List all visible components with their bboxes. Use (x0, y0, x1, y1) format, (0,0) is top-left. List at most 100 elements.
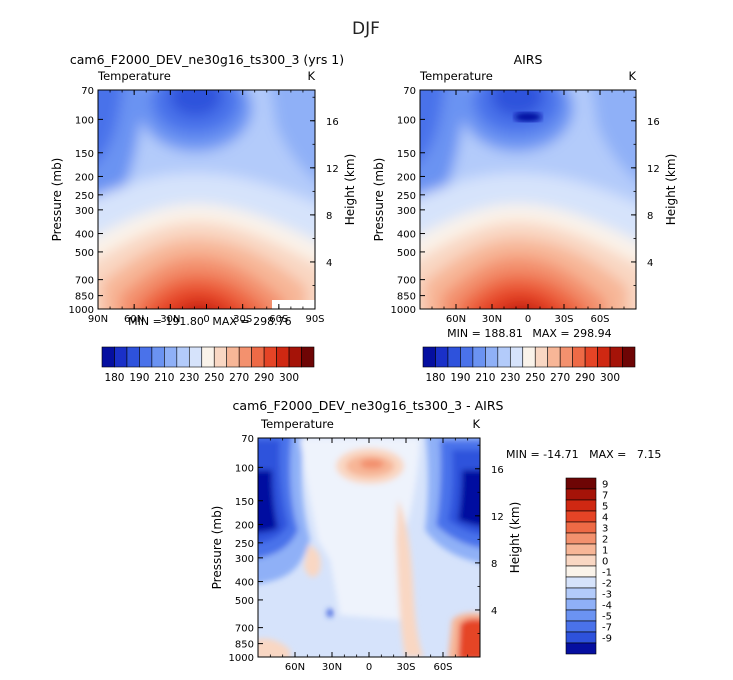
colorbar-swatch (176, 346, 190, 368)
y-tick-label: 200 (397, 172, 416, 183)
y-tick-label: 300 (75, 206, 94, 217)
x-tick-label: 60N (124, 314, 144, 325)
colorbar-swatch (534, 346, 549, 368)
colorbar-label: 0 (602, 557, 608, 568)
panel-model-field (98, 90, 315, 309)
y-tick-label: 500 (397, 248, 416, 259)
colorbar-swatch (565, 554, 597, 567)
y-tick-label: 100 (75, 115, 94, 126)
y-tick-label: 700 (235, 624, 254, 635)
colorbar-swatch (497, 346, 511, 368)
colorbar-swatch (565, 477, 597, 490)
colorbar-swatch (238, 346, 252, 368)
colorbar-swatch (565, 521, 597, 534)
x-tick-label: 0 (203, 314, 209, 325)
y-tick-label: 250 (235, 539, 254, 550)
panel-obs: AIRS Temperature K 70 100 150 200 250 300 400 5… (372, 52, 678, 340)
colorbar-label: 4 (602, 513, 608, 524)
colorbar-swatch (565, 576, 597, 589)
y2-tick-label: 4 (491, 606, 497, 617)
colorbar-label: 290 (254, 372, 274, 384)
y-tick-label: 850 (235, 640, 254, 651)
colorbar-swatch (226, 346, 240, 368)
x-tick-label: 30N (482, 314, 502, 325)
x-tick-label: 90S (305, 314, 324, 325)
colorbar-label: -4 (602, 601, 612, 612)
y-tick-label: 250 (397, 191, 416, 202)
colorbar-label: -3 (602, 590, 612, 601)
y-tick-label: 400 (397, 230, 416, 241)
y-tick-label: 700 (397, 276, 416, 287)
colorbar-swatch (609, 346, 623, 368)
y-tick-label: 70 (241, 434, 254, 445)
colorbar-label: 210 (475, 372, 495, 384)
colorbar-swatch (565, 488, 597, 501)
colorbar-swatch (565, 532, 597, 545)
colorbar-swatch (447, 346, 461, 368)
y2-tick-label: 8 (491, 559, 497, 570)
colorbar-swatch (622, 346, 636, 368)
y-axis-label: Pressure (mb) (372, 158, 386, 242)
colorbar-label: -9 (602, 634, 612, 645)
colorbar-swatch (547, 346, 561, 368)
colorbar-swatch (276, 346, 290, 368)
colorbar-swatch (201, 346, 215, 368)
colorbar-label: 2 (602, 535, 608, 546)
y-tick-label: 70 (81, 86, 94, 97)
colorbar-swatch (435, 346, 449, 368)
colorbar-label: 180 (425, 372, 445, 384)
x-tick-label: 30N (160, 314, 180, 325)
colorbar-swatch (565, 609, 597, 622)
y2-tick-label: 12 (647, 164, 660, 175)
colorbar-label: 230 (179, 372, 199, 384)
panel-obs-max: MAX = 298.94 (532, 327, 611, 340)
panel-diff-title: cam6_F2000_DEV_ne30g16_ts300_3 - AIRS (233, 398, 504, 413)
colorbar-swatch (565, 631, 597, 644)
y2-tick-label: 16 (491, 465, 504, 476)
colorbar-swatch (263, 346, 277, 368)
y2-tick-label: 16 (326, 117, 339, 128)
colorbar-swatch (584, 346, 598, 368)
panel-model-min: MIN = 191.80 (128, 315, 204, 328)
colorbar-swatch (288, 346, 302, 368)
y-tick-label: 200 (75, 172, 94, 183)
y-tick-label: 100 (397, 115, 416, 126)
colorbar-label: -2 (602, 579, 612, 590)
colorbar-swatch (126, 346, 140, 368)
colorbar-swatch (301, 346, 315, 368)
colorbar-swatch (460, 346, 474, 368)
panel-model-subtitle-left: Temperature (97, 69, 171, 83)
panel-diff-subtitle-right: K (472, 417, 480, 431)
colorbar-swatch (151, 346, 165, 368)
x-tick-label: 60S (269, 314, 288, 325)
y2-tick-label: 12 (491, 512, 504, 523)
colorbar-swatch (164, 346, 178, 368)
figure-title: DJF (352, 19, 380, 39)
colorbar-swatch (509, 346, 524, 368)
colorbar-swatch (251, 346, 265, 368)
colorbar-swatch (114, 346, 128, 368)
x-tick-label: 30S (396, 662, 415, 673)
y2-tick-label: 8 (647, 211, 653, 222)
x-tick-label: 60S (590, 314, 609, 325)
y-tick-label: 500 (235, 596, 254, 607)
panel-diff-axes: 70 100 150 200 250 300 400 500 700 850 1000 60N 30N 0… (210, 434, 522, 673)
panel-obs-field (420, 90, 636, 309)
colorbar-label: 1 (602, 546, 608, 557)
x-tick-label: 60S (433, 662, 452, 673)
y-tick-label: 300 (235, 554, 254, 565)
colorbar-label: 5 (602, 502, 608, 513)
panel-diff-field (258, 438, 480, 657)
colorbar-label: 190 (129, 372, 149, 384)
colorbar-label: 3 (602, 524, 608, 535)
panel-model-max: MAX = 298.76 (212, 315, 291, 328)
colorbar-obs: 180 190 210 230 250 270 290 300 (422, 346, 636, 384)
y2-tick-label: 4 (326, 258, 332, 269)
panel-model: cam6_F2000_DEV_ne30g16_ts300_3 (yrs 1) T… (50, 52, 357, 328)
colorbar-label: 300 (279, 372, 299, 384)
panel-model-title: cam6_F2000_DEV_ne30g16_ts300_3 (yrs 1) (70, 52, 344, 67)
y-tick-label: 250 (75, 191, 94, 202)
y-tick-label: 70 (403, 86, 416, 97)
